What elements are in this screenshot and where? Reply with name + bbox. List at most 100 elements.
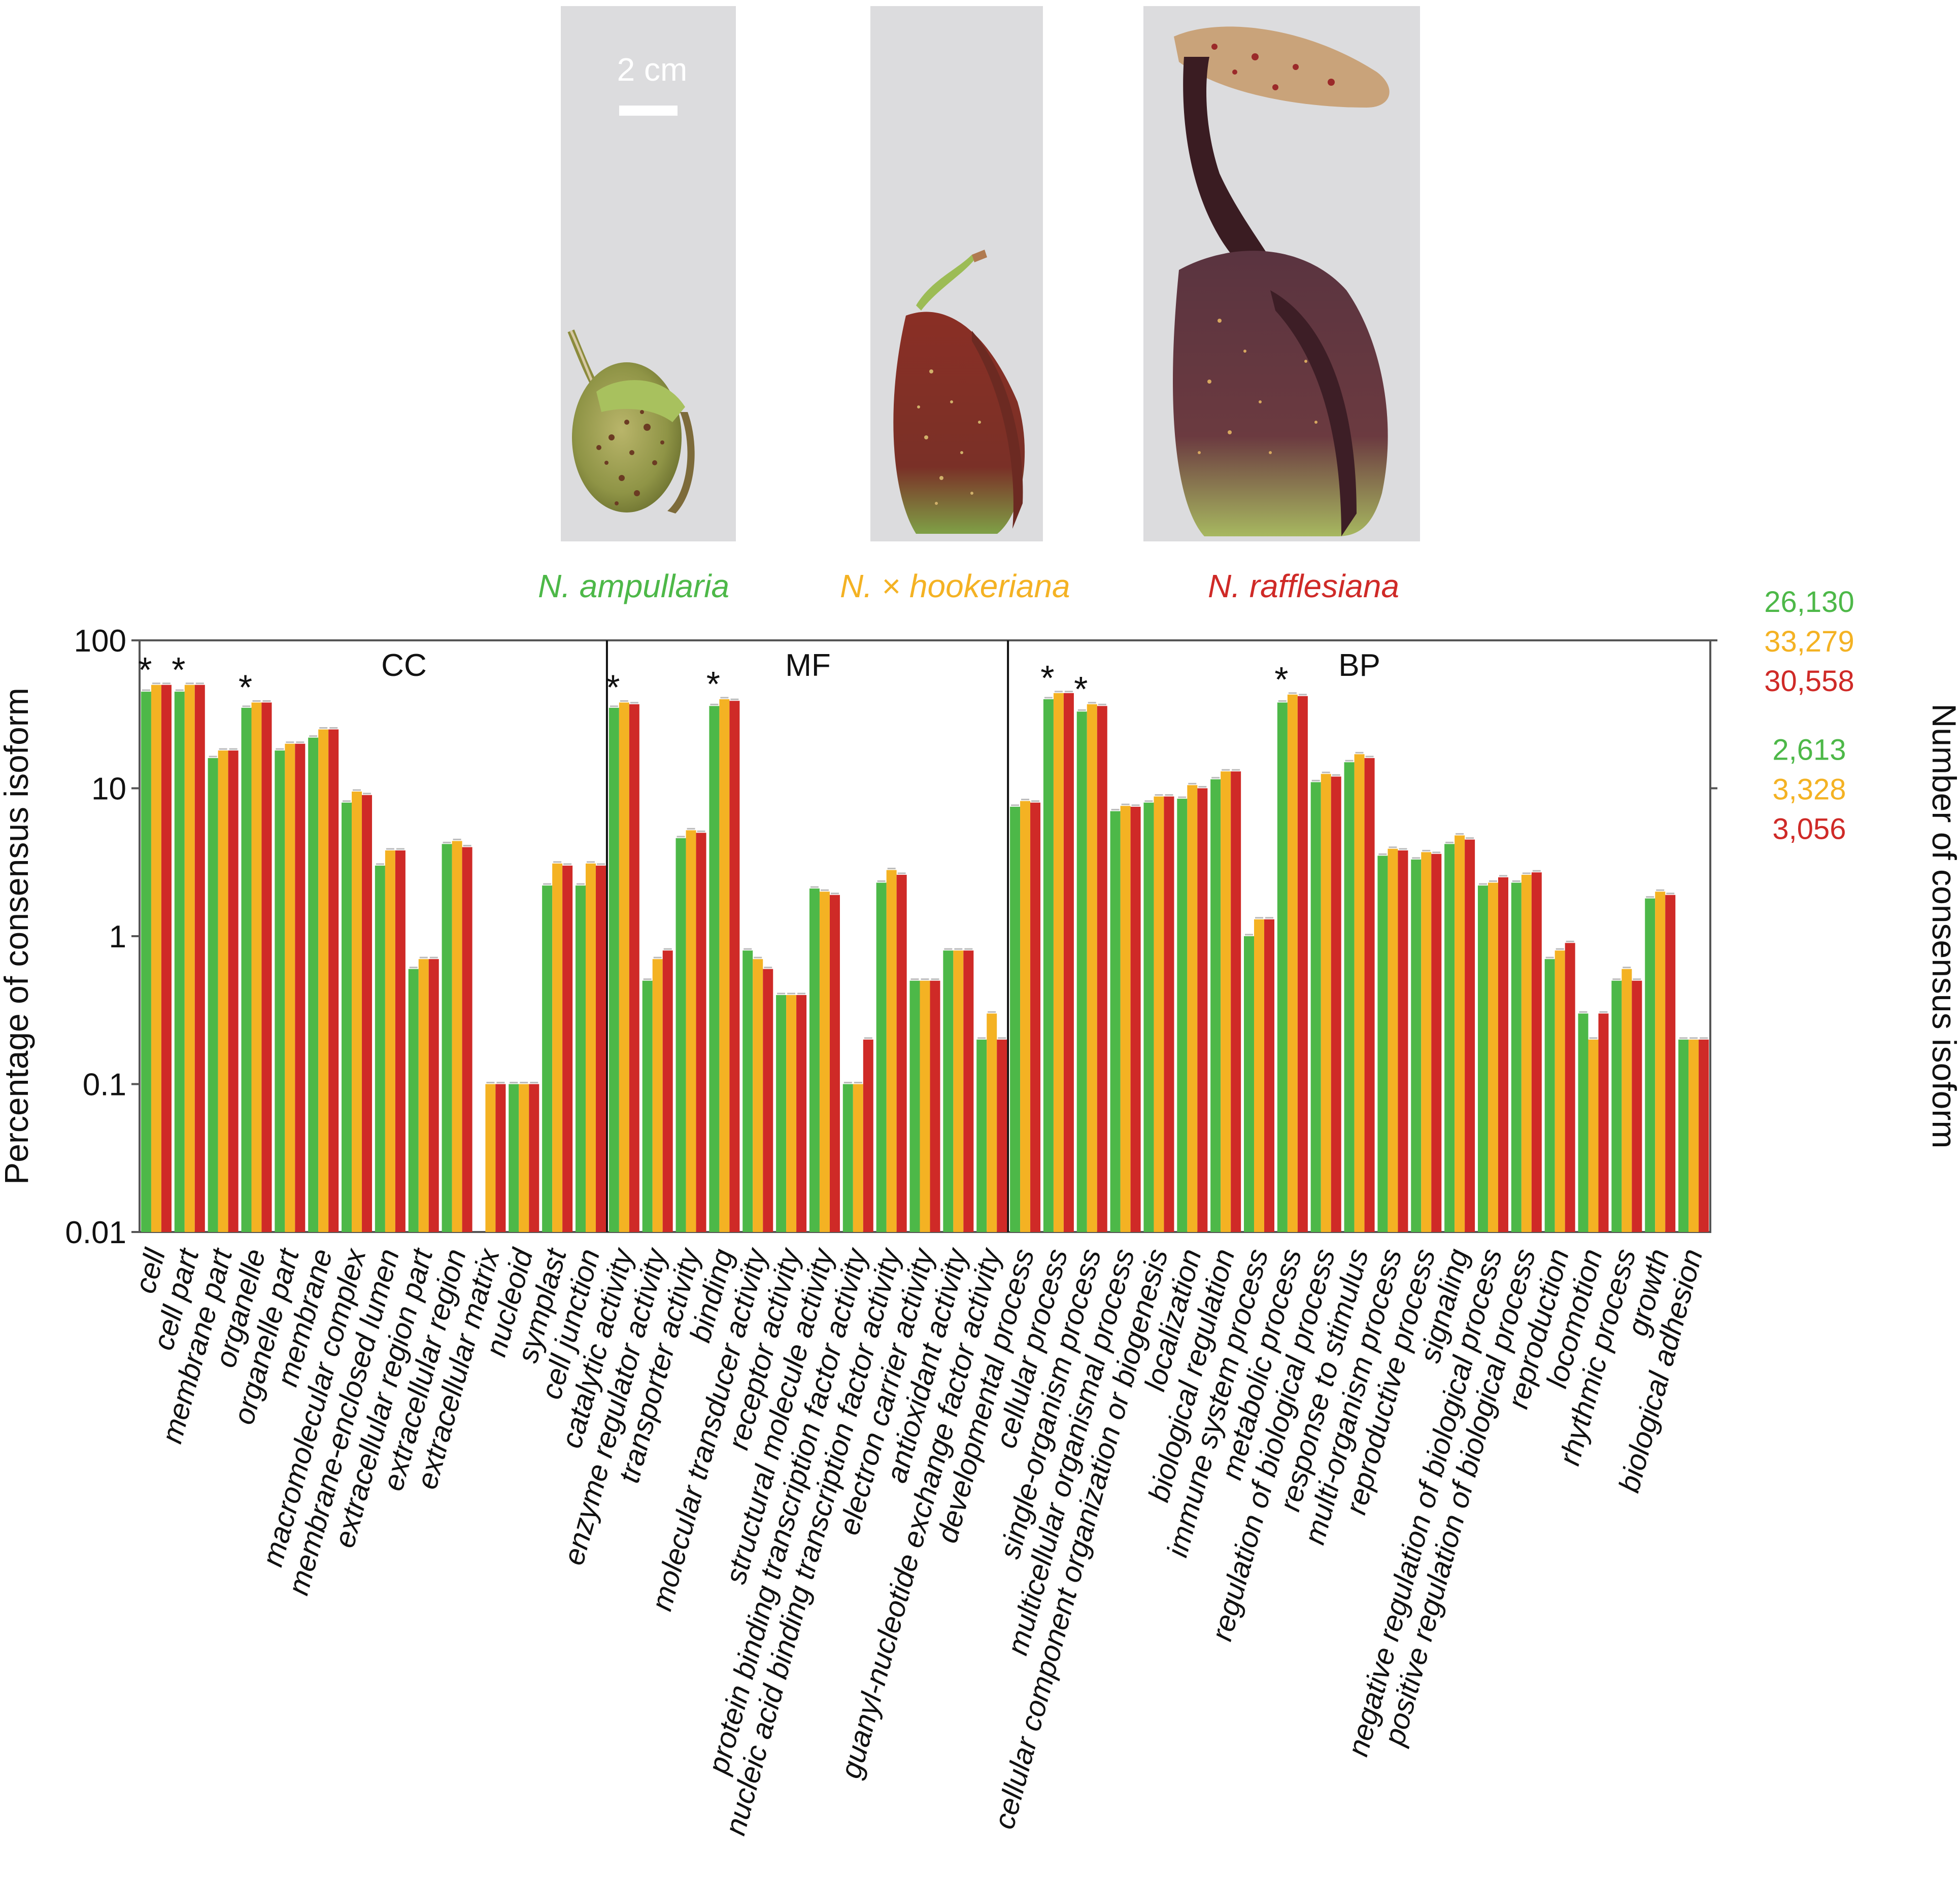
bar [776, 995, 787, 1232]
significance-star: * [1274, 660, 1288, 699]
bar [375, 865, 385, 1232]
bar [1498, 877, 1508, 1232]
bar [408, 969, 419, 1232]
bar [261, 702, 272, 1232]
bar [1287, 694, 1298, 1232]
bar [1210, 779, 1221, 1232]
bar [529, 1084, 539, 1232]
bar [1087, 704, 1097, 1232]
bar [609, 707, 619, 1232]
bar [709, 706, 720, 1232]
pitcher-hookeriana-image [893, 250, 1025, 534]
bar [1488, 882, 1498, 1232]
bar [509, 1084, 519, 1232]
bar [1511, 882, 1522, 1232]
bar [1010, 806, 1021, 1232]
bar [1465, 839, 1475, 1232]
bar [1632, 980, 1642, 1232]
bar [809, 888, 820, 1232]
bar [1699, 1039, 1709, 1232]
bar [909, 980, 920, 1232]
bar [218, 750, 228, 1232]
bar [1645, 898, 1655, 1232]
bar [943, 950, 954, 1232]
significance-star: * [239, 667, 252, 707]
bar [786, 995, 797, 1232]
bar [1565, 943, 1575, 1232]
bar [1097, 706, 1107, 1232]
bar [1621, 969, 1632, 1232]
bar [1043, 699, 1054, 1232]
bar [1377, 856, 1388, 1232]
bar [428, 959, 439, 1232]
significance-star: * [706, 664, 720, 704]
species-label-ampullaria: N. ampullaria [538, 568, 730, 604]
bar [629, 704, 639, 1232]
bar [352, 791, 362, 1232]
bar [987, 1013, 997, 1232]
bar [418, 959, 429, 1232]
bar [595, 865, 606, 1232]
significance-star: * [172, 650, 185, 690]
right-tick-label: 33,279 [1764, 625, 1854, 658]
bar [552, 863, 563, 1232]
bar [1444, 844, 1455, 1232]
y-axis-label: Percentage of consensus isoform [0, 688, 35, 1185]
right-tick-label: 3,056 [1772, 813, 1846, 846]
y-tick-label: 10 [91, 772, 126, 807]
bar [285, 743, 295, 1232]
bar [1398, 850, 1408, 1232]
bar [542, 885, 553, 1232]
bar [1665, 895, 1676, 1232]
bar [742, 950, 753, 1232]
bar [1364, 758, 1375, 1232]
right-tick-label: 30,558 [1764, 665, 1854, 698]
bar [174, 692, 185, 1232]
photo-panel-hookeriana [870, 6, 1043, 541]
bar [652, 959, 663, 1232]
group-label: CC [381, 648, 427, 683]
bar [819, 892, 830, 1232]
bar [1254, 919, 1265, 1232]
bar [1688, 1039, 1699, 1232]
bar [1130, 806, 1141, 1232]
bar [1076, 711, 1087, 1232]
right-tick-label: 2,613 [1772, 734, 1846, 767]
bar [208, 758, 218, 1232]
bar [1431, 853, 1442, 1232]
bar [1598, 1013, 1609, 1232]
bar [675, 838, 686, 1232]
bar [619, 702, 629, 1232]
bar [485, 1084, 496, 1232]
bar [1221, 771, 1231, 1232]
bar [930, 980, 940, 1232]
bar [562, 865, 573, 1232]
bar [876, 882, 887, 1232]
bar [184, 685, 195, 1232]
species-label-hookeriana: N. × hookeriana [840, 568, 1070, 604]
bar [1531, 872, 1542, 1232]
bar [829, 895, 840, 1232]
bar [1030, 802, 1041, 1232]
bar [385, 850, 395, 1232]
bar [1521, 875, 1532, 1232]
bar [1297, 696, 1308, 1232]
bar [519, 1084, 529, 1232]
bar [318, 729, 329, 1232]
bar [1231, 771, 1241, 1232]
bar [1177, 799, 1188, 1232]
bar [1244, 936, 1255, 1232]
bar [241, 707, 252, 1232]
bar [1678, 1039, 1689, 1232]
bar [976, 1039, 987, 1232]
scale-bar-label: 2 cm [617, 51, 688, 88]
bar [662, 950, 673, 1232]
bar [161, 685, 172, 1232]
photo-panel-rafflesiana [1143, 6, 1420, 541]
bar [863, 1039, 873, 1232]
bar [1421, 852, 1432, 1232]
bar [251, 702, 262, 1232]
bar [997, 1039, 1007, 1232]
bar [462, 847, 472, 1232]
bar [1310, 782, 1321, 1232]
